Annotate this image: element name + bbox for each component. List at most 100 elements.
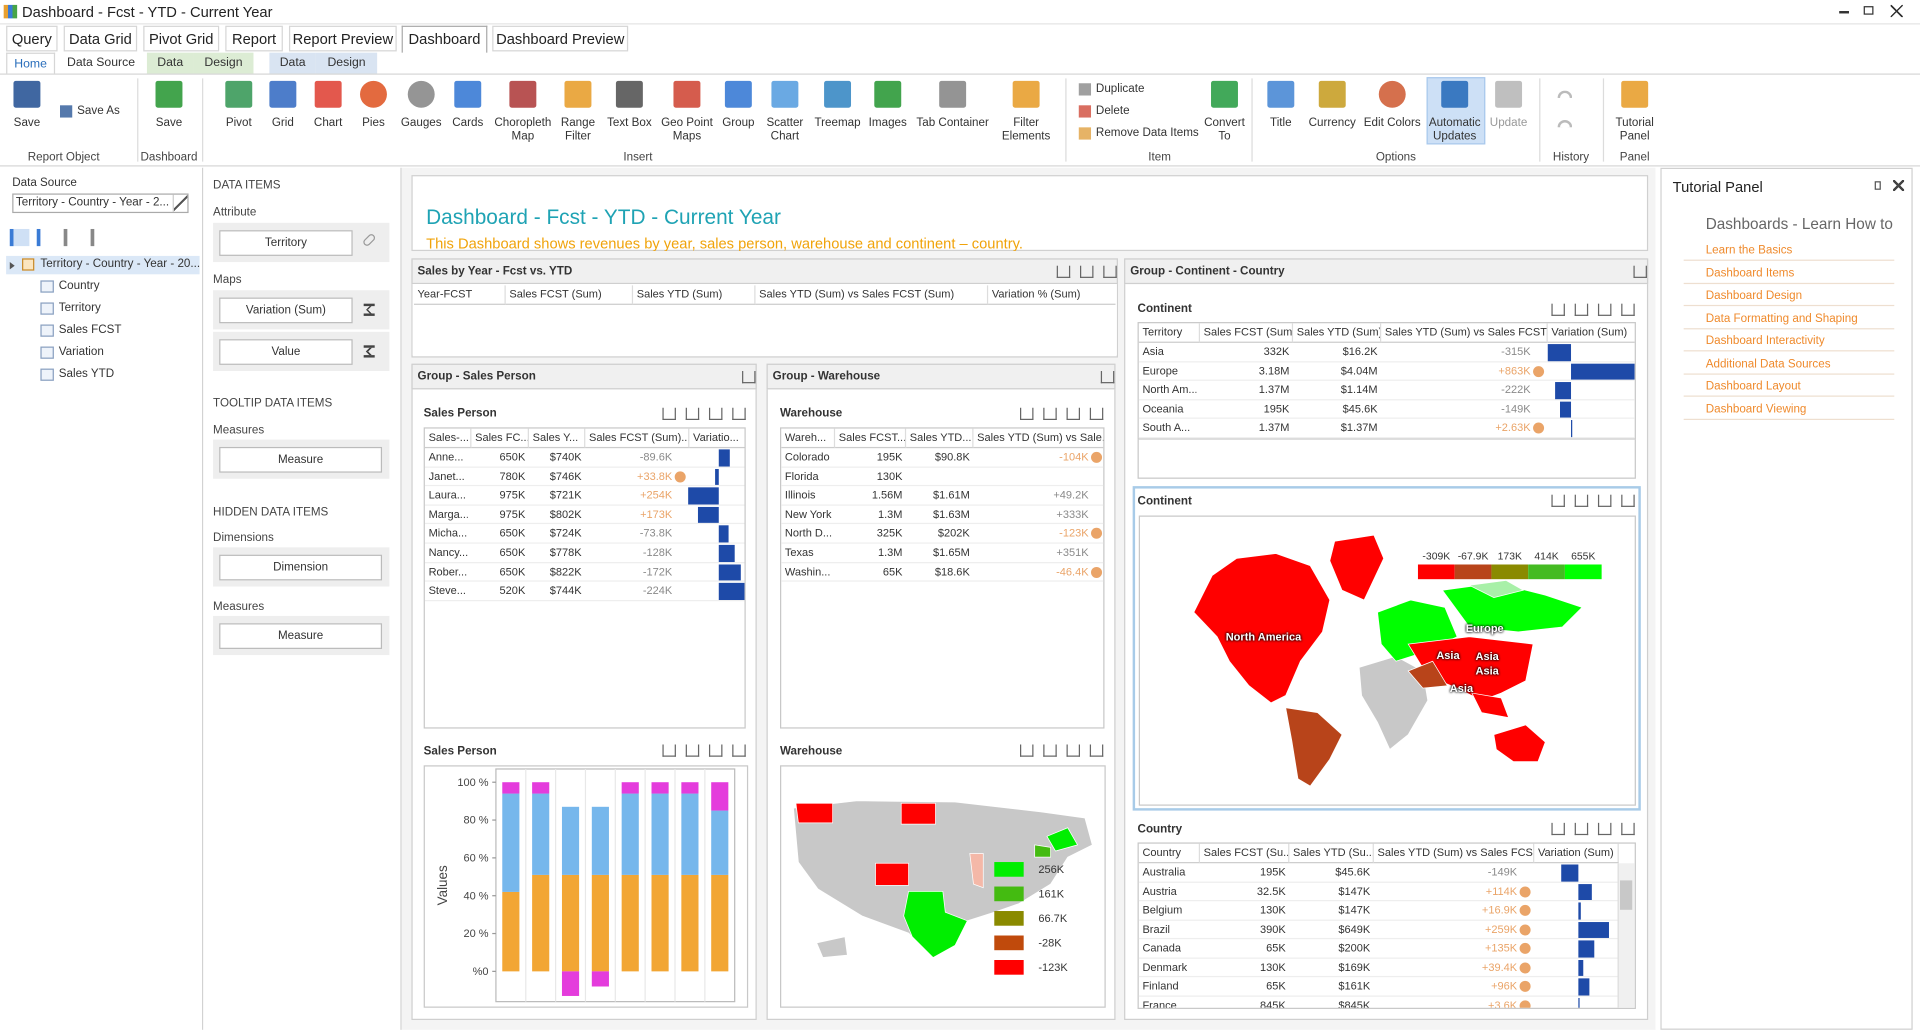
column-header[interactable]: Sales FC... [471,428,529,449]
ribbon-icon[interactable] [874,80,902,108]
item-toolbar-icon[interactable] [1621,303,1635,316]
data-item[interactable]: Dimension [219,554,383,581]
tree-field[interactable]: Country [58,279,100,293]
ribbon-icon[interactable] [1267,80,1295,108]
ribbon-button[interactable]: Convert To [1204,116,1245,144]
column-header[interactable]: Sales YTD (Sum) vs Sales FCS... [1373,843,1535,864]
ribbon-icon[interactable] [615,80,643,108]
ribbon-button[interactable]: Automatic Updates [1428,116,1481,144]
item-toolbar-icon[interactable] [1597,822,1612,836]
column-header[interactable]: Sales YTD (Sum) vs Sales FCST (Sum) [755,285,989,305]
ribbon-button[interactable]: Edit Colors [1363,116,1421,130]
column-header[interactable]: Sales FCST (Sum) [505,285,634,305]
ribbon-tab[interactable]: Data Source [66,56,136,70]
ribbon-tab[interactable]: Data [146,52,194,74]
column-header[interactable]: Country [1138,843,1201,864]
ribbon-button[interactable]: Gauges [400,116,442,130]
tab[interactable]: Dashboard [401,25,488,53]
tree-field[interactable]: Sales YTD [58,367,115,381]
item-toolbar-icon[interactable] [1574,822,1589,836]
ribbon-icon[interactable] [269,80,297,108]
ribbon-button[interactable]: Title [1270,116,1292,130]
ribbon-icon[interactable] [360,80,387,108]
ribbon-icon[interactable] [155,80,183,108]
ribbon-tab[interactable]: Design [193,52,254,74]
ribbon-button[interactable]: Geo Point Maps [661,116,713,144]
ribbon-button[interactable]: Filter Elements [1001,116,1051,144]
sum-icon[interactable] [363,303,375,316]
column-header[interactable]: Sales YTD (Sum) vs Sales FCST... [1381,323,1548,343]
ribbon-button[interactable]: Choropleth Map [494,116,552,144]
sum-icon[interactable] [363,345,375,358]
item-toolbar-icon[interactable] [732,744,746,757]
data-item[interactable]: Variation (Sum) [219,297,353,324]
ribbon-small-button[interactable]: Save As [77,104,120,118]
ribbon-button[interactable]: Currency [1308,116,1356,130]
tree-field[interactable]: Sales FCST [58,323,122,337]
ribbon-tab[interactable]: Home [6,52,56,74]
ribbon-button[interactable]: Pivot [225,116,252,130]
ribbon-small-icon[interactable] [1078,83,1092,96]
item-toolbar-icon[interactable] [1621,822,1635,836]
tab[interactable]: Query [6,25,58,52]
history-redo[interactable] [1557,120,1573,128]
ribbon-button[interactable]: Chart [313,116,343,130]
ribbon-small-button[interactable]: Duplicate [1095,82,1145,96]
column-header[interactable]: Sales FCST (Su... [1200,843,1290,864]
ribbon-button[interactable]: Treemap [814,116,861,130]
column-header[interactable]: Sales FCST (Sum)... [585,428,690,449]
tree-field[interactable]: Territory [58,301,101,315]
data-item[interactable]: Value [219,339,353,365]
ribbon-icon[interactable] [1211,80,1238,108]
close-button[interactable] [1890,4,1903,18]
ribbon-small-icon[interactable] [1078,105,1092,118]
item-toolbar-icon[interactable] [1597,494,1612,507]
tree-toolbar-button[interactable] [63,228,84,247]
ribbon-icon[interactable] [724,80,752,108]
item-toolbar-icon[interactable] [685,407,700,421]
close-icon[interactable] [1893,180,1905,192]
tree-toolbar-button[interactable] [90,228,111,247]
column-header[interactable]: Sales YTD (Sum) vs Sale... [973,429,1104,449]
item-toolbar-icon[interactable] [1103,265,1117,278]
item-toolbar-icon[interactable] [1551,494,1565,507]
column-header[interactable]: Variation % (Sum) [988,285,1116,305]
tutorial-link[interactable]: Dashboard Layout [1705,379,1801,394]
tab[interactable]: Report [225,25,283,52]
ribbon-button[interactable]: Images [868,116,907,130]
tutorial-link[interactable]: Data Formatting and Shaping [1705,311,1858,326]
column-header[interactable]: Variation (Sum) [1547,323,1635,343]
tree-toolbar-button[interactable] [36,228,57,247]
ribbon-icon[interactable] [1318,80,1346,108]
item-toolbar-icon[interactable] [1100,371,1115,384]
item-toolbar-icon[interactable] [1597,303,1612,316]
item-toolbar-icon[interactable] [1066,407,1081,421]
data-item[interactable]: Measure [219,623,383,649]
data-source-combo[interactable] [12,193,189,214]
item-toolbar-icon[interactable] [742,371,756,384]
data-item[interactable]: Measure [219,446,383,473]
pin-icon[interactable] [1874,181,1881,190]
ribbon-icon[interactable] [407,80,435,108]
column-header[interactable]: Sales YTD... [906,428,974,449]
minimize-button[interactable] [1839,11,1849,14]
ribbon-icon[interactable] [454,80,482,108]
item-toolbar-icon[interactable] [1043,407,1057,421]
ribbon-icon[interactable] [225,80,253,108]
item-toolbar-icon[interactable] [662,407,676,421]
item-toolbar-icon[interactable] [708,744,723,757]
item-toolbar-icon[interactable] [662,744,676,757]
scrollbar-thumb[interactable] [1620,880,1633,910]
ribbon-icon[interactable] [673,80,701,108]
item-toolbar-icon[interactable] [1020,744,1034,757]
item-toolbar-icon[interactable] [1043,744,1057,757]
ribbon-button[interactable]: Tutorial Panel [1615,116,1654,144]
ribbon-button[interactable]: Scatter Chart [766,116,804,144]
ribbon-icon[interactable] [1012,80,1040,108]
item-toolbar-icon[interactable] [1633,265,1647,278]
tutorial-link[interactable]: Dashboard Items [1705,266,1795,280]
item-toolbar-icon[interactable] [1056,265,1071,278]
item-toolbar-icon[interactable] [1574,494,1589,507]
column-header[interactable]: Sales-... [424,428,472,449]
ribbon-button[interactable]: Save [13,116,41,130]
